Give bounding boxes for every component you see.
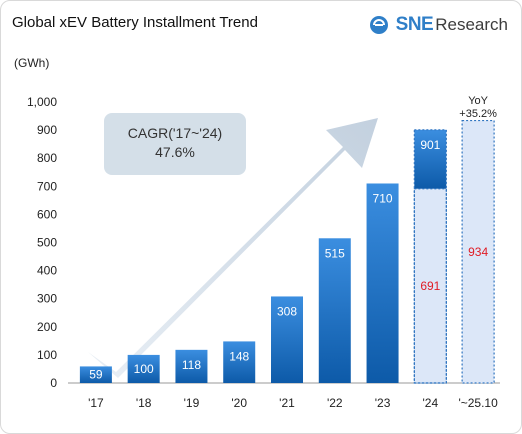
logo: SNE Research	[368, 14, 508, 36]
data-label: 901	[420, 138, 440, 152]
chart-title: Global xEV Battery Installment Trend	[12, 14, 258, 31]
bar	[318, 238, 351, 383]
data-label: 148	[229, 349, 249, 363]
bar	[366, 183, 399, 383]
cagr-label: CAGR('17~'24)	[128, 125, 222, 141]
bar-partial	[461, 119, 495, 384]
bar	[414, 129, 447, 189]
bar-partial	[413, 188, 447, 384]
yoy-label: YoY	[468, 95, 488, 107]
y-tick-label: 500	[37, 236, 57, 250]
bar	[175, 349, 208, 383]
logo-research-text: Research	[435, 15, 508, 34]
bar-outline	[413, 129, 447, 384]
y-tick-label: 700	[37, 179, 57, 193]
logo-sne-text: SNE	[395, 14, 434, 35]
x-tick-label: '22	[327, 396, 343, 410]
y-tick-label: 300	[37, 292, 57, 306]
x-tick-label: '~25.10	[458, 396, 498, 410]
x-tick-label: '24	[423, 396, 439, 410]
x-tick-label: '18	[136, 396, 152, 410]
bar	[223, 341, 256, 383]
y-tick-label: 1,000	[27, 95, 57, 109]
unit-label: (GWh)	[14, 56, 50, 70]
data-label-partial: 691	[420, 279, 440, 293]
data-label: 59	[89, 368, 103, 382]
data-label: 118	[182, 358, 201, 372]
x-tick-label: '23	[375, 396, 391, 410]
data-label: 100	[134, 362, 154, 376]
y-tick-label: 800	[37, 151, 57, 165]
trend-arrow-icon	[88, 118, 378, 378]
data-label: 308	[277, 304, 297, 318]
cagr-box	[104, 113, 246, 175]
x-tick-label: '21	[279, 396, 295, 410]
bar	[271, 296, 303, 383]
y-tick-label: 100	[37, 348, 57, 362]
cagr-value: 47.6%	[155, 144, 195, 160]
bar	[127, 354, 160, 383]
y-tick-label: 200	[37, 320, 57, 334]
y-tick-label: 900	[37, 123, 57, 137]
data-label-partial: 934	[468, 245, 488, 259]
data-label: 710	[373, 191, 393, 205]
yoy-value: +35.2%	[459, 108, 497, 120]
x-tick-label: '19	[184, 396, 200, 410]
data-label: 515	[325, 246, 345, 260]
x-tick-label: '17	[88, 396, 104, 410]
x-tick-label: '20	[231, 396, 247, 410]
y-tick-label: 600	[37, 207, 57, 221]
y-tick-label: 400	[37, 264, 57, 278]
logo-mark-icon	[369, 16, 388, 34]
y-tick-label: 0	[50, 376, 57, 390]
bar	[79, 366, 112, 383]
